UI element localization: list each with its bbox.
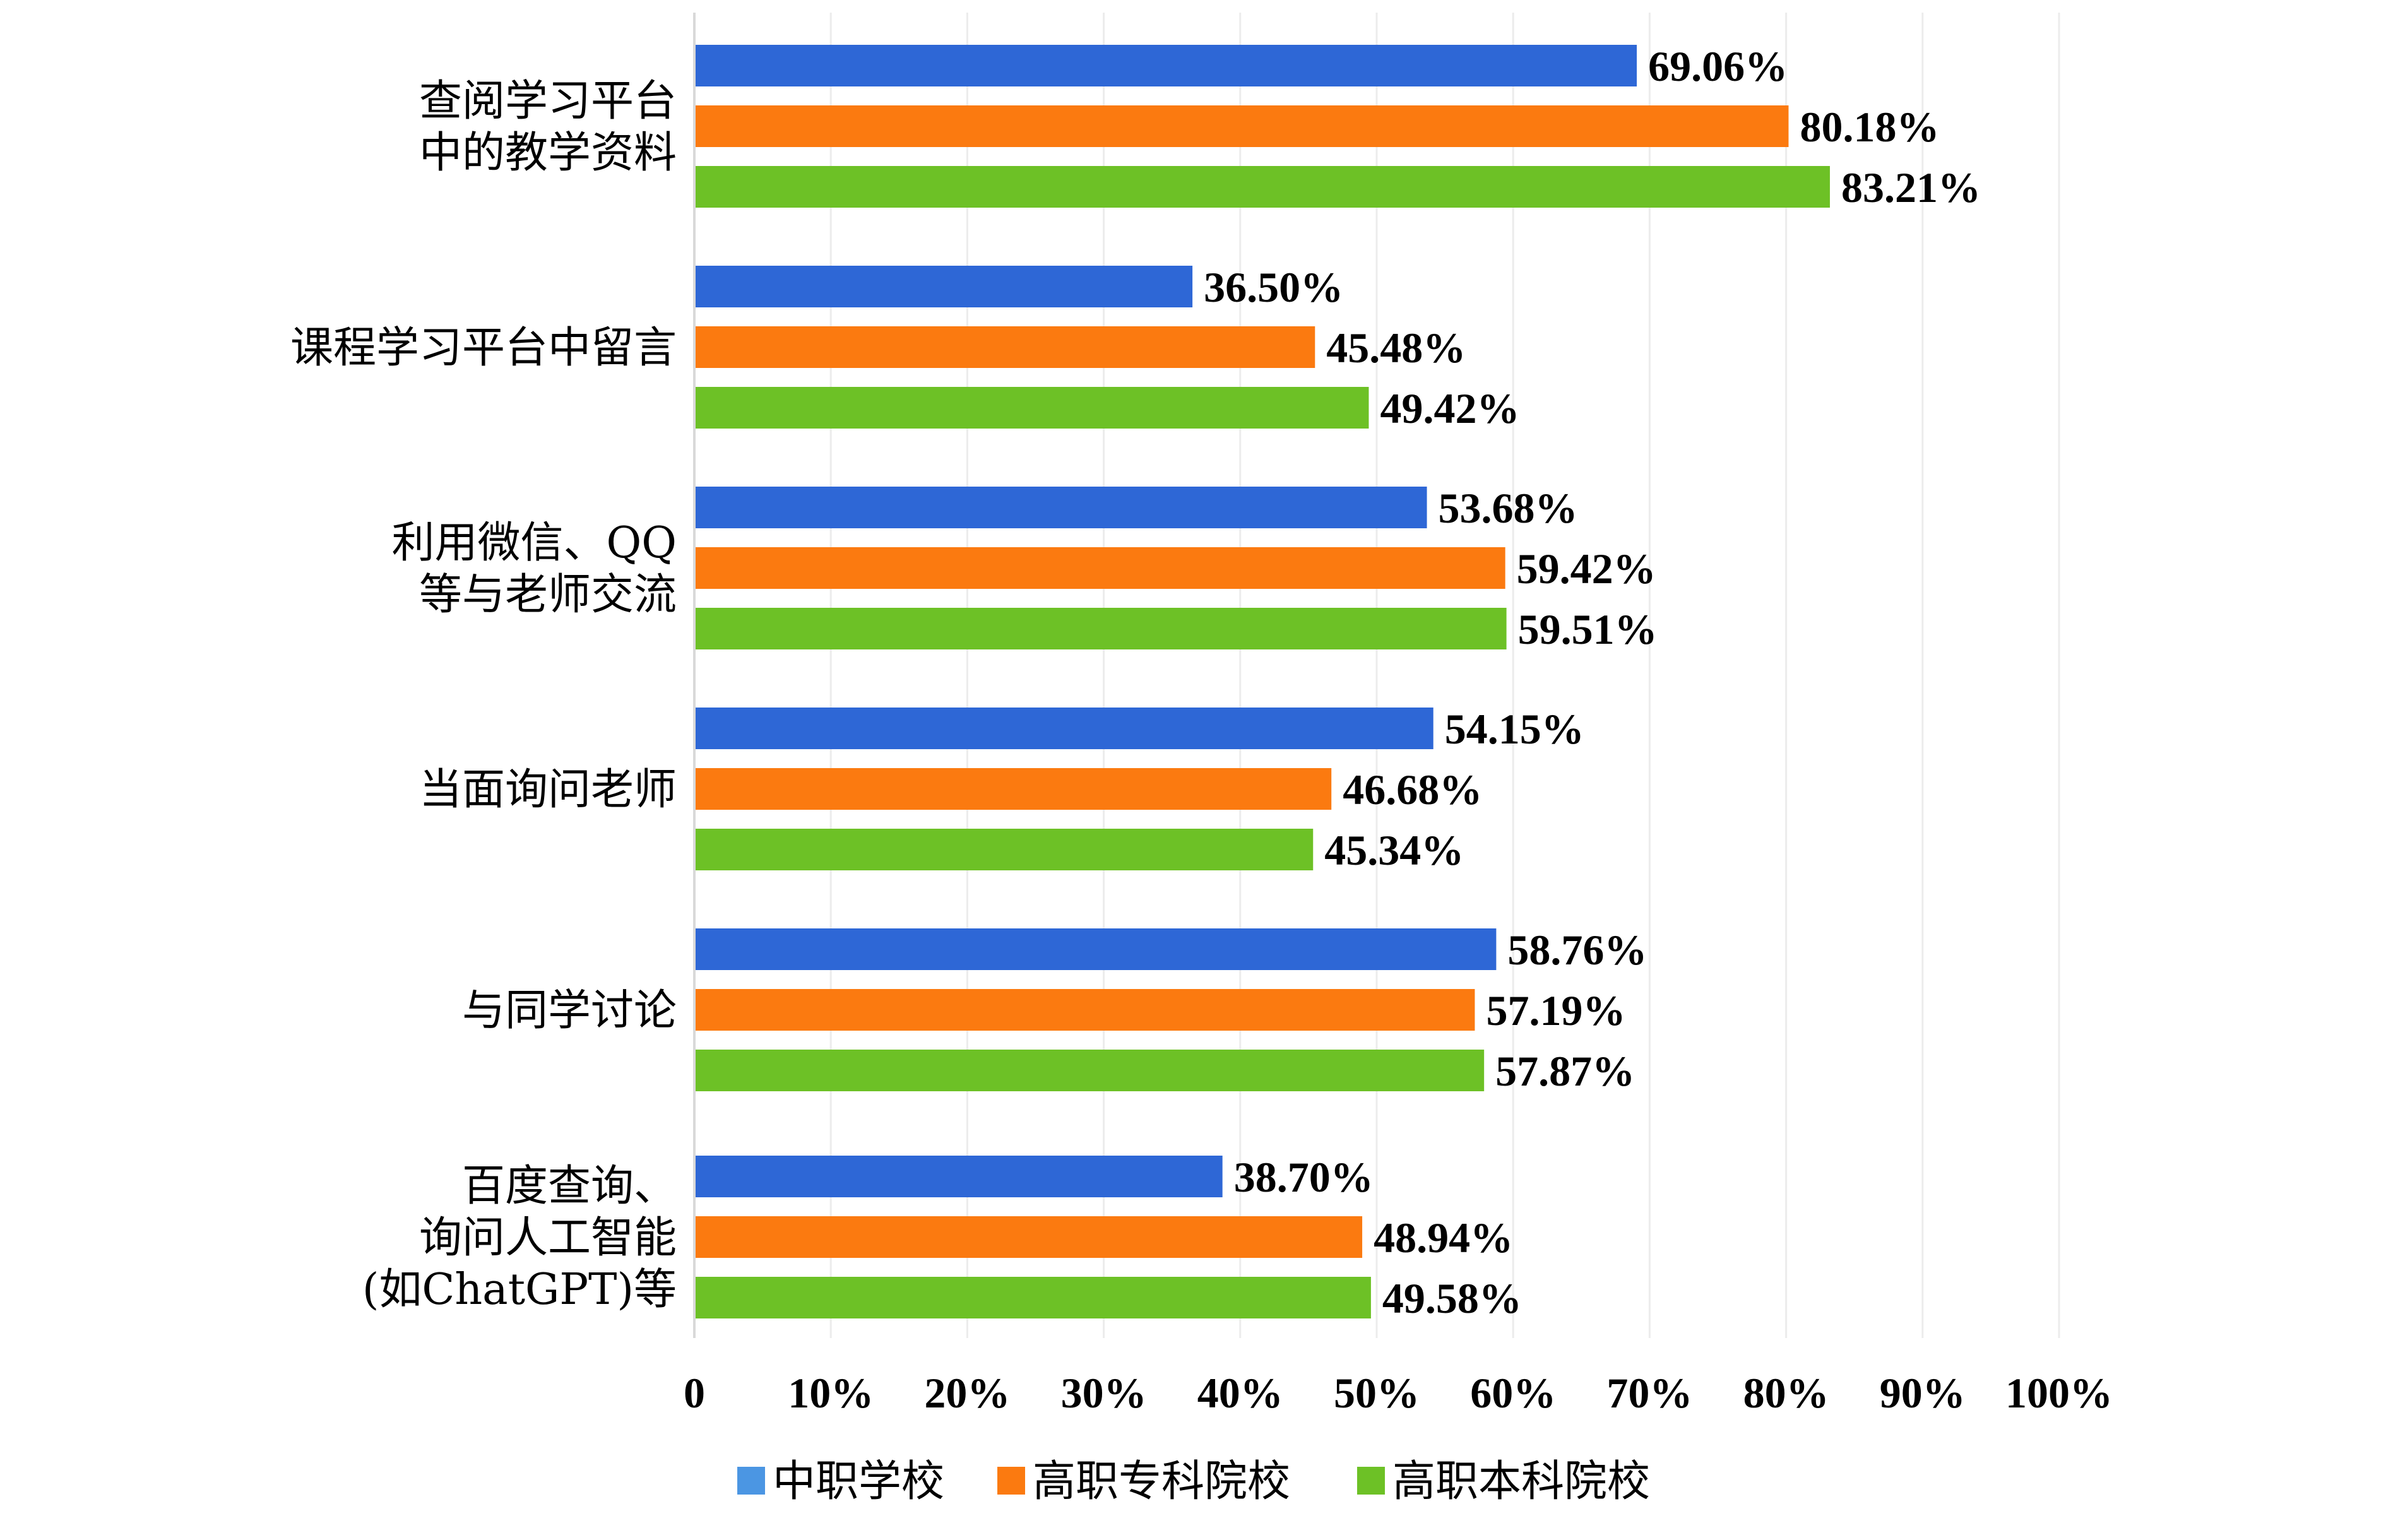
bars [694, 45, 1831, 1318]
legend: 中职学校 高职专科院校 高职本科院校 [737, 1457, 1650, 1507]
bar [694, 829, 1314, 870]
data-label: 49.42% [1380, 384, 1519, 432]
category-label: (如ChatGPT)等 [362, 1265, 677, 1315]
x-tick-label: 100% [2005, 1369, 2113, 1417]
data-label: 83.21% [1841, 163, 1981, 211]
x-tick-label: 40% [1197, 1369, 1283, 1417]
data-label: 80.18% [1800, 103, 1939, 151]
x-tick-label: 60% [1470, 1369, 1556, 1417]
x-tick-label: 70% [1606, 1369, 1692, 1417]
category-label: 百度查询、 [462, 1161, 677, 1211]
bar [694, 768, 1332, 810]
bar [694, 547, 1505, 589]
bar [694, 487, 1427, 528]
category-label: 等与老师交流 [419, 570, 677, 620]
bar [694, 1277, 1371, 1318]
x-tick-label: 80% [1743, 1369, 1829, 1417]
category-label: 查阅学习平台 [419, 76, 677, 126]
data-label: 57.19% [1486, 986, 1625, 1034]
gridlines [829, 13, 2060, 1338]
category-label: 当面询问老师 [419, 765, 677, 815]
bar [694, 708, 1433, 749]
bar [694, 1216, 1363, 1258]
data-label: 57.87% [1495, 1047, 1635, 1095]
x-tick-label: 30% [1061, 1369, 1147, 1417]
data-label: 36.50% [1204, 263, 1343, 311]
bar [694, 266, 1193, 307]
data-label: 53.68% [1439, 484, 1578, 532]
bar [694, 105, 1789, 147]
data-label: 59.42% [1517, 545, 1656, 593]
bar [694, 326, 1315, 368]
x-tick-label: 0 [684, 1369, 705, 1417]
legend-swatch [997, 1467, 1025, 1495]
legend-label: 高职专科院校 [1033, 1457, 1290, 1507]
data-label: 45.48% [1326, 324, 1466, 372]
bar [694, 928, 1497, 970]
x-tick-label: 10% [788, 1369, 874, 1417]
x-tick-label: 90% [1880, 1369, 1966, 1417]
data-label: 49.58% [1382, 1274, 1522, 1322]
bar [694, 1050, 1485, 1091]
category-label: 课程学习平台中留言 [290, 323, 677, 373]
data-label: 38.70% [1234, 1153, 1374, 1201]
legend-swatch [1357, 1467, 1385, 1495]
bar [694, 608, 1507, 649]
x-tick-label: 50% [1334, 1369, 1420, 1417]
data-label: 48.94% [1374, 1214, 1513, 1262]
labels: 0 10% 20% 30% 40% 50% 60% 70% 80% 90% 100% 69.06% 36… [290, 42, 2113, 1417]
bar [694, 1156, 1223, 1197]
legend-label: 中职学校 [773, 1457, 944, 1507]
data-label: 59.51% [1518, 605, 1658, 653]
category-label: 与同学讨论 [462, 986, 677, 1036]
category-label: 中的教学资料 [419, 128, 677, 178]
bar [694, 166, 1831, 208]
data-label: 58.76% [1507, 926, 1647, 974]
bar [694, 387, 1369, 429]
data-label: 46.68% [1343, 766, 1482, 814]
category-label: 利用微信、QQ [392, 518, 677, 568]
data-label: 45.34% [1324, 826, 1464, 874]
bar [694, 45, 1637, 86]
data-label: 54.15% [1445, 705, 1584, 753]
category-label: 询问人工智能 [419, 1213, 677, 1263]
legend-swatch [737, 1467, 765, 1495]
x-tick-label: 20% [924, 1369, 1010, 1417]
legend-label: 高职本科院校 [1392, 1457, 1650, 1507]
data-label: 69.06% [1648, 42, 1788, 90]
bar [694, 989, 1475, 1031]
